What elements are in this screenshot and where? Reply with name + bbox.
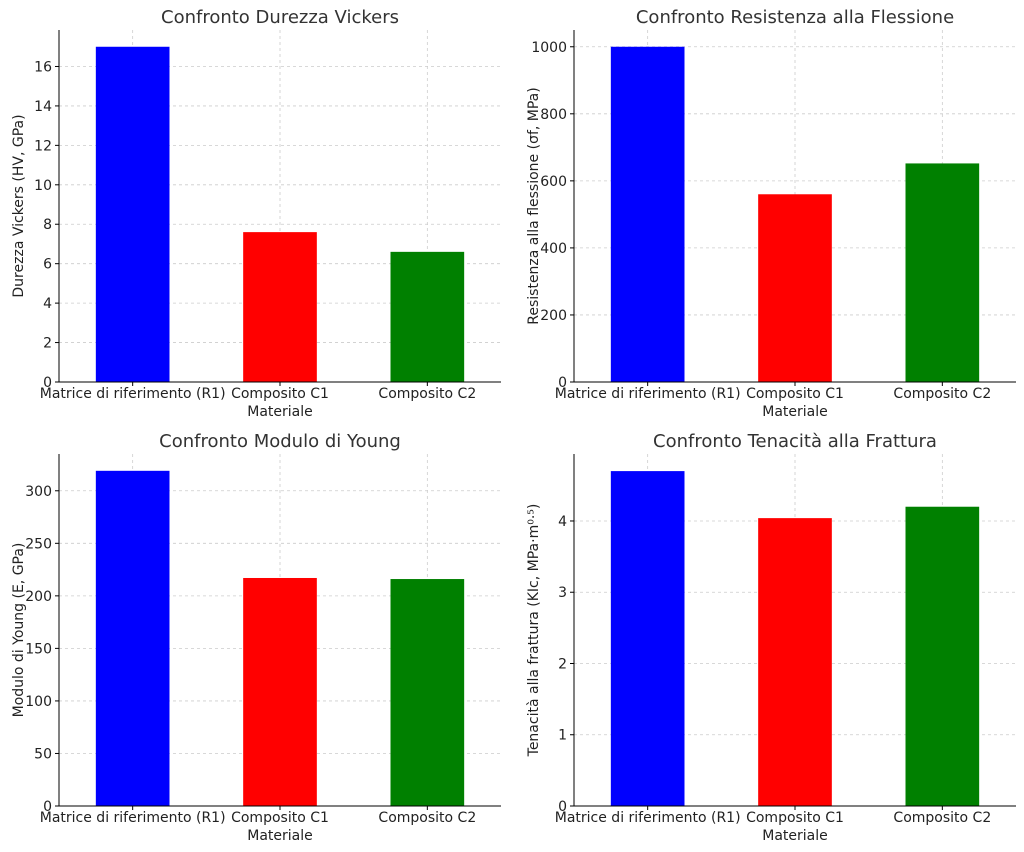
chart-title: Confronto Resistenza alla Flessione: [636, 7, 954, 28]
x-tick-label: Composito C2: [893, 810, 991, 826]
y-tick-label: 1000: [531, 40, 567, 56]
y-axis-label: Resistenza alla flessione (σf, MPa): [526, 87, 542, 324]
x-tick-label: Composito C2: [378, 810, 476, 826]
x-axis-label: Materiale: [247, 828, 313, 844]
y-tick-label: 14: [34, 99, 52, 115]
y-tick-label: 0: [43, 375, 52, 391]
y-axis-label: Modulo di Young (E, GPa): [11, 543, 27, 718]
y-tick-label: 400: [540, 241, 567, 257]
bar-2: [758, 518, 832, 806]
y-tick-label: 0: [43, 799, 52, 815]
y-tick-label: 2: [43, 336, 52, 352]
y-tick-label: 0: [558, 799, 567, 815]
y-tick-label: 4: [558, 514, 567, 530]
y-tick-label: 1: [558, 728, 567, 744]
bar-1: [95, 470, 170, 806]
x-tick-label: Composito C1: [231, 810, 329, 826]
bar-1: [95, 46, 170, 383]
y-tick-label: 10: [34, 178, 52, 194]
y-tick-label: 8: [43, 217, 52, 233]
bar-3: [390, 579, 465, 806]
y-tick-label: 2: [558, 656, 567, 672]
x-tick-label: Matrice di riferimento (R1): [40, 386, 226, 402]
y-tick-label: 0: [558, 375, 567, 391]
y-tick-label: 100: [25, 694, 52, 710]
x-tick-label: Matrice di riferimento (R1): [555, 386, 741, 402]
x-tick-label: Matrice di riferimento (R1): [555, 810, 741, 826]
bar-3: [905, 506, 980, 806]
bar-2: [758, 194, 832, 382]
y-tick-label: 600: [540, 174, 567, 190]
bar-1: [610, 46, 685, 383]
x-tick-label: Matrice di riferimento (R1): [40, 810, 226, 826]
chart-title: Confronto Modulo di Young: [159, 431, 401, 452]
y-tick-label: 4: [43, 296, 52, 312]
y-tick-label: 3: [558, 585, 567, 601]
x-tick-label: Composito C2: [893, 386, 991, 402]
x-axis-label: Materiale: [762, 404, 828, 420]
bar-3: [390, 251, 465, 382]
x-tick-label: Composito C1: [746, 386, 844, 402]
y-tick-label: 200: [540, 308, 567, 324]
bar-2: [243, 232, 317, 382]
y-tick-label: 50: [34, 746, 52, 762]
x-tick-label: Composito C1: [746, 810, 844, 826]
bar-2: [243, 577, 317, 806]
chart-title: Confronto Tenacità alla Frattura: [653, 431, 937, 452]
chart-title: Confronto Durezza Vickers: [161, 7, 399, 28]
x-tick-label: Composito C2: [378, 386, 476, 402]
y-tick-label: 6: [43, 257, 52, 273]
y-axis-label: Tenacità alla frattura (KIc, MPa·m⁰·⁵): [526, 504, 542, 758]
x-axis-label: Materiale: [247, 404, 313, 420]
y-tick-label: 12: [34, 138, 52, 154]
y-tick-label: 150: [25, 641, 52, 657]
y-tick-label: 300: [25, 484, 52, 500]
y-tick-label: 200: [25, 589, 52, 605]
bar-3: [905, 163, 980, 382]
x-tick-label: Composito C1: [231, 386, 329, 402]
y-tick-label: 16: [34, 59, 52, 75]
bar-1: [610, 471, 685, 806]
y-tick-label: 250: [25, 536, 52, 552]
y-tick-label: 800: [540, 107, 567, 123]
y-axis-label: Durezza Vickers (HV, GPa): [11, 114, 27, 297]
x-axis-label: Materiale: [762, 828, 828, 844]
